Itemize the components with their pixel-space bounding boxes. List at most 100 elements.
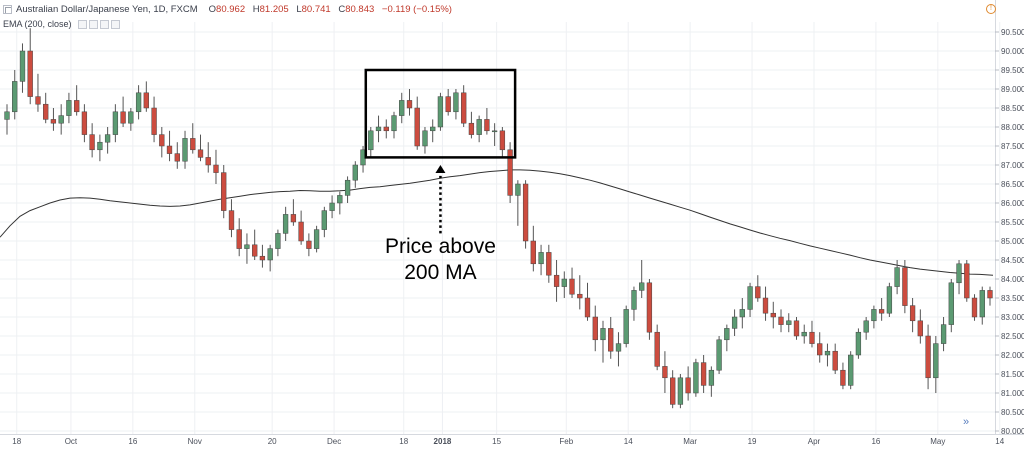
candle-body xyxy=(631,290,637,310)
candle-up xyxy=(453,89,459,120)
candle-down xyxy=(499,127,506,158)
symbol-title[interactable]: Australian Dollar/Japanese Yen, 1D, FXCM xyxy=(16,3,198,15)
candle-down xyxy=(414,96,420,150)
candle-up xyxy=(112,104,119,143)
candle-down xyxy=(778,309,784,333)
candle-down xyxy=(252,229,258,260)
candle-body xyxy=(801,331,807,337)
time-axis[interactable]: 18 Oct 16 Nov 20 Dec 18 2018 15 Feb 14 Mar 19 Apr 16 Ma… xyxy=(0,434,1024,447)
candle-body xyxy=(491,130,498,133)
candle-body xyxy=(832,350,838,371)
candle-up xyxy=(58,104,64,135)
x-tick-label: Nov xyxy=(188,437,202,446)
candle-up xyxy=(430,119,436,143)
candle-body xyxy=(786,320,792,325)
price-axis[interactable]: 90.500 90.000 89.500 89.000 88.500 88.000 87.5… xyxy=(995,0,1024,436)
candle-body xyxy=(538,252,544,265)
more-icon[interactable] xyxy=(110,19,120,29)
change-value: −0.119 (−0.15%) xyxy=(381,3,452,15)
candle-up xyxy=(871,305,877,329)
candle-body xyxy=(507,149,513,196)
candle-body xyxy=(213,164,219,173)
candle-down xyxy=(971,294,978,321)
candle-body xyxy=(166,145,173,154)
candle-body xyxy=(282,214,289,234)
close-icon[interactable] xyxy=(99,19,109,29)
ema-label[interactable]: EMA (200, close) xyxy=(3,19,72,29)
eye-icon[interactable] xyxy=(77,19,87,29)
y-tick-label: 81.500 xyxy=(1001,370,1024,379)
candle-down xyxy=(298,210,304,245)
candle-body xyxy=(770,312,776,318)
double-chevron-right-icon[interactable]: » xyxy=(962,416,970,428)
candle-up xyxy=(515,180,521,226)
annotation-line-1: Price above xyxy=(385,235,496,258)
candle-up xyxy=(476,115,482,143)
y-tick-label: 86.500 xyxy=(1001,180,1024,189)
candle-down xyxy=(221,165,227,219)
candle-body xyxy=(530,240,536,265)
candle-down xyxy=(670,370,676,409)
ema-200-line xyxy=(0,169,994,276)
candle-body xyxy=(368,130,374,151)
annotation: Price above 200 MA xyxy=(364,68,517,284)
candle-down xyxy=(306,233,312,257)
candle-body xyxy=(878,309,885,314)
candle-body xyxy=(399,100,405,116)
candle-up xyxy=(615,332,622,367)
high-value: 81.205 xyxy=(259,3,289,15)
candle-down xyxy=(546,244,552,283)
candle-down xyxy=(290,199,297,226)
y-tick-label: 89.000 xyxy=(1001,85,1024,94)
candle-down xyxy=(43,92,49,124)
candle-body xyxy=(267,248,273,261)
candle-down xyxy=(74,85,80,116)
candle-body xyxy=(909,305,916,322)
candle-body xyxy=(623,309,629,344)
y-tick-label: 90.000 xyxy=(1001,47,1024,56)
x-tick-label: 18 xyxy=(399,437,408,446)
candle-body xyxy=(4,111,10,120)
candle-body xyxy=(716,339,722,371)
collapse-icon[interactable] xyxy=(3,4,12,14)
candle-up xyxy=(352,161,358,188)
candle-body xyxy=(871,309,877,322)
candle-up xyxy=(731,309,738,336)
candle-body xyxy=(143,92,149,109)
candle-down xyxy=(406,89,413,116)
candle-up xyxy=(747,282,753,317)
candle-up xyxy=(19,43,26,93)
y-tick-label: 80.000 xyxy=(1001,427,1024,436)
candle-body xyxy=(329,202,335,211)
candle-body xyxy=(306,240,312,249)
candle-down xyxy=(205,142,211,173)
info-icon[interactable]: ! xyxy=(986,4,996,14)
candle-body xyxy=(252,244,258,257)
candle-body xyxy=(128,111,134,124)
candle-body xyxy=(35,96,41,105)
candle-body xyxy=(971,297,978,318)
candle-down xyxy=(987,286,993,306)
candle-up xyxy=(4,104,10,135)
y-tick-label: 87.500 xyxy=(1001,142,1024,151)
candle-up xyxy=(282,206,289,241)
y-tick-label: 84.500 xyxy=(1001,256,1024,265)
candle-up xyxy=(786,313,792,333)
candle-down xyxy=(646,279,653,340)
y-tick-label: 88.000 xyxy=(1001,123,1024,132)
candle-down xyxy=(50,108,57,131)
candle-body xyxy=(12,81,18,113)
settings-icon[interactable] xyxy=(88,19,98,29)
candle-body xyxy=(639,282,645,291)
candle-up xyxy=(104,127,111,154)
candle-up xyxy=(128,108,134,131)
candle-body xyxy=(817,343,823,356)
y-tick-label: 80.500 xyxy=(1001,408,1024,417)
candle-up xyxy=(863,317,869,340)
x-tick-label: 16 xyxy=(128,437,137,446)
low-value: 80.741 xyxy=(301,3,331,15)
candle-up xyxy=(422,127,428,154)
y-tick-label: 83.500 xyxy=(1001,294,1024,303)
x-tick-label: 2018 xyxy=(434,437,452,446)
